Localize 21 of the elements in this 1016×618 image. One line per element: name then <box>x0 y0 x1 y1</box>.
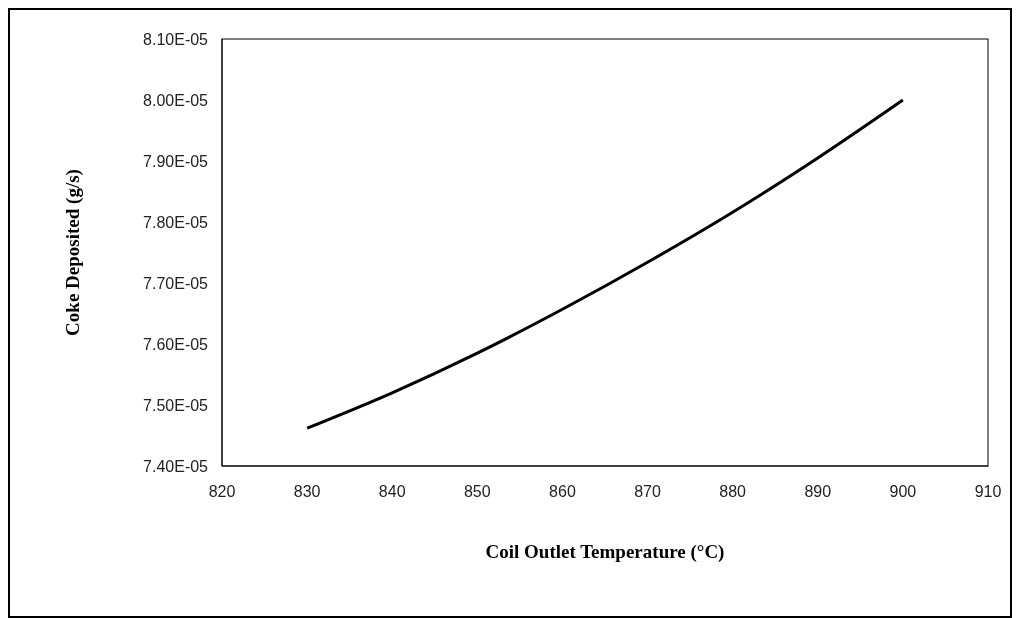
x-tick-label: 880 <box>719 483 747 501</box>
x-tick-label: 900 <box>889 483 917 501</box>
y-tick-label: 8.10E-05 <box>143 30 209 48</box>
y-tick-label: 7.50E-05 <box>143 396 209 414</box>
x-tick-label: 840 <box>378 483 406 501</box>
y-tick-label: 8.00E-05 <box>143 91 209 109</box>
y-axis-title: Coke Deposited (g/s) <box>61 169 84 336</box>
y-tick-label: 7.70E-05 <box>143 274 209 292</box>
x-tick-label: 850 <box>463 483 491 501</box>
y-tick-label: 7.90E-05 <box>143 152 209 170</box>
y-tick-label: 7.60E-05 <box>143 335 209 353</box>
x-tick-label: 820 <box>208 483 236 501</box>
y-tick-label: 7.80E-05 <box>143 213 209 231</box>
x-tick-label: 890 <box>804 483 832 501</box>
x-tick-label: 870 <box>634 483 661 501</box>
x-axis-title: Coil Outlet Temperature (°C) <box>485 541 725 563</box>
line-series <box>305 98 905 430</box>
x-tick-label: 860 <box>549 483 576 501</box>
x-tick-label: 910 <box>974 483 1002 501</box>
y-tick-label: 7.40E-05 <box>143 457 209 475</box>
x-tick-label: 830 <box>293 483 321 501</box>
